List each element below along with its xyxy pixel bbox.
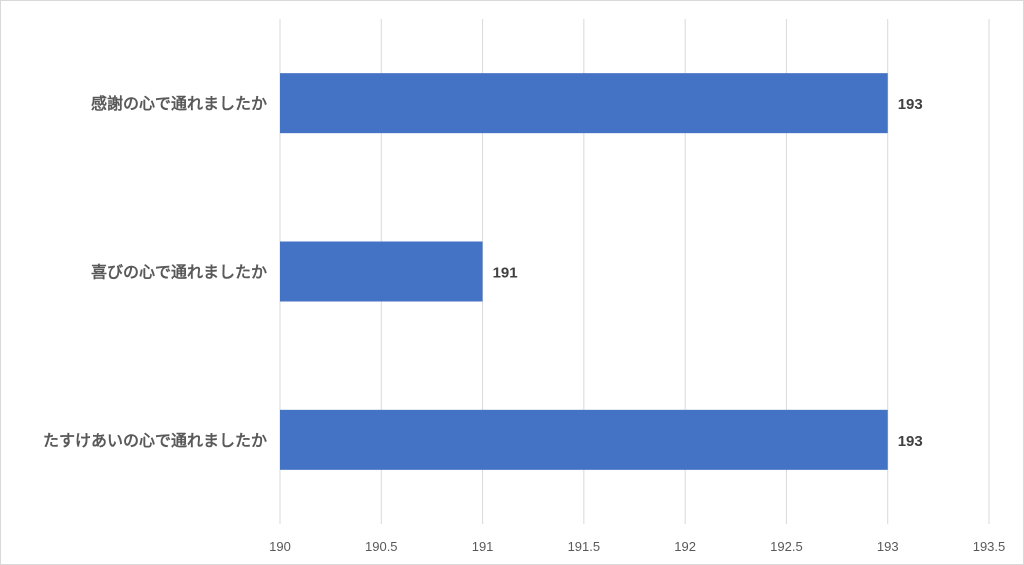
- x-tick-label: 190.5: [365, 539, 398, 554]
- category-label: たすけあいの心で通れましたか: [43, 431, 267, 450]
- x-tick-label: 192: [674, 539, 696, 554]
- x-tick-label: 193: [877, 539, 899, 554]
- data-label: 191: [493, 265, 518, 282]
- x-axis-tick-labels: 190 190.5 191 191.5 192 192.5 193 193.5: [269, 539, 1005, 554]
- bar: [280, 73, 888, 134]
- x-tick-label: 192.5: [770, 539, 803, 554]
- bar: [280, 409, 888, 470]
- bars: [280, 73, 888, 470]
- x-tick-label: 193.5: [973, 539, 1006, 554]
- category-label: 喜びの心で通れましたか: [91, 263, 267, 282]
- data-labels: 193 191 193: [493, 96, 923, 450]
- data-label: 193: [898, 96, 923, 113]
- data-label: 193: [898, 433, 923, 450]
- x-tick-label: 191: [472, 539, 494, 554]
- x-tick-label: 190: [269, 539, 291, 554]
- category-label: 感謝の心で通れましたか: [91, 94, 267, 113]
- bar: [280, 241, 483, 302]
- x-tick-label: 191.5: [568, 539, 601, 554]
